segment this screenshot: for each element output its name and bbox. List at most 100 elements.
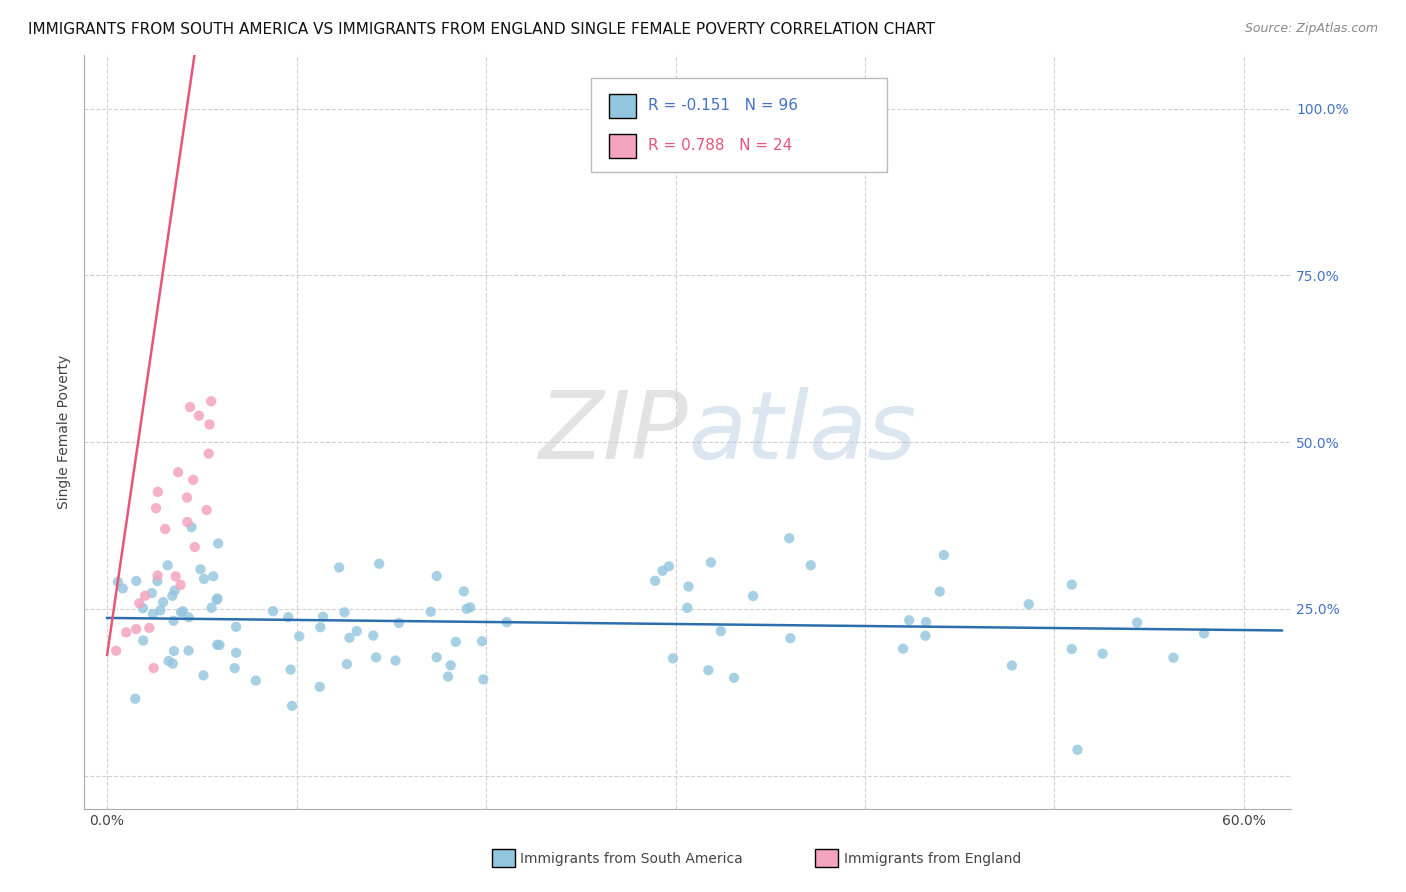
Point	[346, 624, 368, 639]
Point	[453, 584, 475, 599]
Point	[277, 610, 299, 624]
Point	[156, 558, 179, 573]
Point	[146, 568, 169, 582]
Point	[124, 691, 146, 706]
Point	[495, 615, 517, 630]
Point	[132, 633, 155, 648]
Point	[142, 607, 165, 621]
Point	[200, 394, 222, 409]
Point	[309, 620, 332, 634]
Point	[184, 540, 207, 554]
Point	[1091, 647, 1114, 661]
Point	[132, 601, 155, 615]
Point	[190, 562, 212, 576]
Point	[333, 605, 356, 619]
Point	[176, 491, 198, 505]
Y-axis label: Single Female Poverty: Single Female Poverty	[58, 355, 72, 509]
Point	[224, 661, 246, 675]
Point	[225, 620, 247, 634]
Point	[915, 615, 938, 629]
Point	[723, 671, 745, 685]
Point	[288, 629, 311, 643]
Point	[697, 663, 720, 677]
Point	[177, 643, 200, 657]
Point	[169, 578, 191, 592]
Point	[181, 473, 204, 487]
Point	[205, 638, 228, 652]
Point	[1001, 658, 1024, 673]
Point	[207, 591, 229, 606]
Point	[778, 531, 800, 545]
Point	[245, 673, 267, 688]
Point	[898, 613, 921, 627]
Point	[437, 669, 460, 683]
Point	[162, 614, 184, 628]
Point	[280, 663, 302, 677]
Point	[145, 501, 167, 516]
Point	[146, 574, 169, 588]
Point	[115, 625, 138, 640]
Point	[207, 536, 229, 550]
Point	[658, 559, 681, 574]
Point	[162, 657, 184, 671]
Point	[308, 680, 330, 694]
Point	[149, 603, 172, 617]
Text: R = -0.151   N = 96: R = -0.151 N = 96	[648, 98, 799, 113]
Point	[1060, 577, 1083, 591]
Point	[444, 635, 467, 649]
Point	[678, 580, 700, 594]
Point	[388, 615, 411, 630]
Point	[1066, 743, 1088, 757]
Point	[170, 605, 193, 619]
Point	[384, 654, 406, 668]
Point	[891, 641, 914, 656]
Point	[152, 595, 174, 609]
Point	[262, 604, 284, 618]
Point	[928, 584, 950, 599]
Point	[456, 602, 478, 616]
Point	[281, 698, 304, 713]
Point	[361, 629, 384, 643]
Point	[165, 569, 187, 583]
Point	[146, 484, 169, 499]
Point	[202, 569, 225, 583]
Point	[644, 574, 666, 588]
Point	[208, 638, 231, 652]
Point	[364, 650, 387, 665]
Point	[141, 586, 163, 600]
Text: Immigrants from South America: Immigrants from South America	[520, 852, 742, 866]
Point	[179, 400, 201, 414]
Point	[336, 657, 359, 672]
Text: R = 0.788   N = 24: R = 0.788 N = 24	[648, 138, 792, 153]
Point	[198, 417, 221, 432]
Point	[205, 592, 228, 607]
Point	[1060, 642, 1083, 657]
Text: atlas: atlas	[688, 386, 917, 477]
Point	[163, 644, 186, 658]
Text: Source: ZipAtlas.com: Source: ZipAtlas.com	[1244, 22, 1378, 36]
Point	[187, 409, 209, 423]
Point	[142, 661, 165, 675]
Point	[177, 610, 200, 624]
Point	[111, 582, 134, 596]
Point	[193, 668, 215, 682]
Point	[157, 654, 180, 668]
FancyBboxPatch shape	[609, 134, 636, 158]
Point	[176, 515, 198, 529]
Text: Immigrants from England: Immigrants from England	[844, 852, 1021, 866]
Point	[1126, 615, 1149, 630]
Point	[134, 589, 156, 603]
Point	[458, 600, 481, 615]
Text: IMMIGRANTS FROM SOUTH AMERICA VS IMMIGRANTS FROM ENGLAND SINGLE FEMALE POVERTY C: IMMIGRANTS FROM SOUTH AMERICA VS IMMIGRA…	[28, 22, 935, 37]
Point	[472, 673, 495, 687]
Point	[1018, 597, 1040, 611]
Point	[440, 658, 463, 673]
Point	[153, 522, 176, 536]
Point	[419, 605, 441, 619]
Point	[742, 589, 765, 603]
Point	[800, 558, 823, 573]
Point	[172, 604, 194, 618]
FancyBboxPatch shape	[609, 94, 636, 118]
Point	[128, 596, 150, 610]
Point	[138, 621, 160, 635]
